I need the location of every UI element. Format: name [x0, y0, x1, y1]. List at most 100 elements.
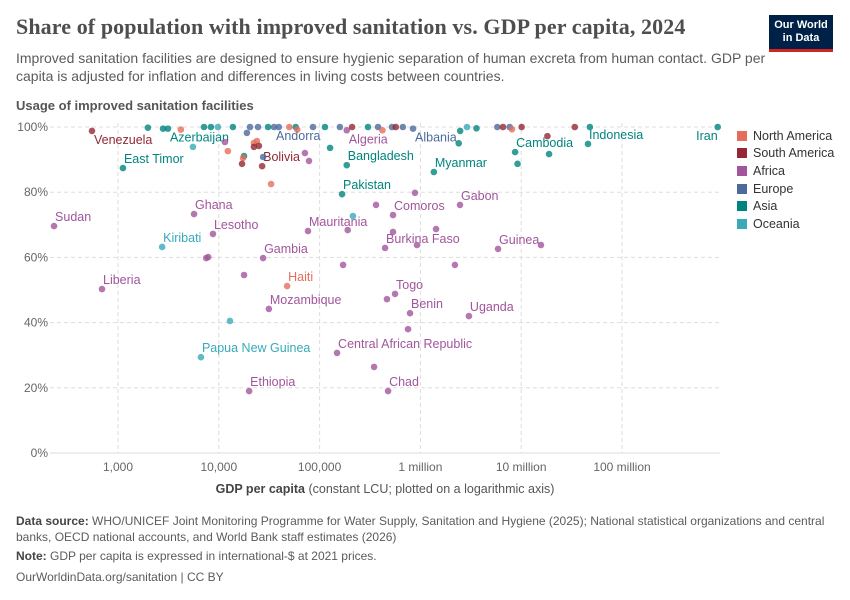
legend-item[interactable]: Asia [737, 197, 834, 215]
data-point [264, 123, 272, 131]
data-point [383, 295, 391, 303]
data-point [451, 261, 459, 269]
data-point [499, 123, 507, 131]
data-point [238, 160, 246, 168]
data-point [465, 312, 473, 320]
data-point [494, 123, 501, 131]
source-url[interactable]: OurWorldinData.org/sanitation | CC BY [16, 570, 224, 584]
data-point [326, 144, 334, 152]
data-point [514, 160, 521, 168]
data-point [511, 148, 519, 156]
legend-swatch [737, 218, 747, 229]
point-label: Gabon [461, 189, 499, 203]
point-label: Iran [696, 129, 718, 143]
data-point [255, 142, 263, 150]
data-point [189, 143, 197, 151]
data-point [98, 285, 106, 293]
data-point [258, 162, 266, 170]
data-point [518, 123, 525, 131]
data-point [584, 140, 592, 148]
legend-item[interactable]: North America [737, 127, 834, 145]
data-point [245, 387, 253, 395]
point-label: Mozambique [270, 293, 342, 307]
chart-subtitle: Improved sanitation facilities are desig… [16, 50, 766, 84]
data-point [338, 190, 346, 198]
data-point [456, 127, 464, 135]
data-point [267, 180, 275, 188]
point-label: Togo [396, 278, 423, 292]
data-point [259, 254, 267, 262]
x-axis-label: GDP per capita (constant LCU; plotted on… [0, 482, 770, 496]
data-point [177, 126, 185, 133]
data-point [391, 290, 399, 298]
data-point [301, 149, 309, 157]
data-point [336, 123, 344, 131]
data-point [259, 153, 267, 161]
legend-label: Africa [753, 163, 785, 178]
x-axis-label-detail: (constant LCU; plotted on a logarithmic … [304, 482, 555, 496]
legend-item[interactable]: South America [737, 145, 834, 163]
data-point [344, 226, 351, 234]
data-point [158, 243, 166, 251]
y-tick-label: 80% [24, 185, 48, 199]
data-point [224, 147, 232, 155]
data-point [364, 123, 372, 131]
legend-item[interactable]: Africa [737, 162, 834, 180]
legend-item[interactable]: Oceania [737, 215, 834, 233]
point-label: Ethiopia [250, 375, 295, 389]
point-label: Indonesia [589, 128, 643, 142]
legend-swatch [737, 201, 747, 212]
note-text: GDP per capita is expressed in internati… [50, 549, 377, 563]
point-label: Bolivia [263, 150, 300, 164]
legend-label: Europe [753, 181, 794, 196]
data-point [164, 125, 172, 132]
point-label: Lesotho [214, 218, 259, 232]
data-point [190, 210, 198, 218]
data-point [226, 317, 234, 325]
data-point [250, 143, 258, 151]
data-point [240, 271, 248, 279]
note-label: Note: [16, 549, 47, 563]
point-label: Myanmar [435, 156, 487, 170]
point-label: Comoros [394, 199, 445, 213]
x-tick-label: 100,000 [298, 460, 342, 474]
point-label: Papua New Guinea [202, 341, 310, 355]
data-point [370, 363, 378, 371]
y-axis-label: Usage of improved sanitation facilities [16, 98, 254, 113]
x-tick-label: 1,000 [103, 460, 133, 474]
data-point [381, 244, 389, 252]
point-label: Algeria [349, 132, 388, 146]
point-label: East Timor [124, 152, 184, 166]
legend-label: Oceania [753, 216, 800, 231]
owid-logo[interactable]: Our World in Data [769, 15, 833, 52]
point-label: Gambia [264, 242, 308, 256]
data-point [463, 123, 471, 131]
data-point [144, 124, 152, 131]
data-point [455, 140, 463, 147]
point-label: Cambodia [516, 136, 573, 150]
data-point [88, 127, 96, 135]
data-point [389, 211, 397, 219]
data-point [339, 261, 347, 269]
point-label: Burkina Faso [386, 232, 460, 246]
data-source-label: Data source: [16, 514, 89, 528]
data-point [293, 126, 301, 133]
data-point [473, 125, 480, 132]
point-label: Haiti [288, 270, 313, 284]
legend-item[interactable]: Europe [737, 180, 834, 198]
data-point [321, 123, 329, 131]
legend: North America South America Africa Europe As… [737, 127, 834, 233]
data-point [239, 154, 247, 162]
data-point [348, 123, 356, 131]
point-label: Uganda [470, 300, 514, 314]
x-tick-label: 10 million [496, 460, 547, 474]
legend-label: Asia [753, 199, 778, 214]
data-point [537, 241, 545, 249]
data-point [246, 123, 254, 131]
data-point [343, 126, 351, 134]
data-point [571, 123, 579, 131]
x-tick-label: 100 million [593, 460, 650, 474]
point-label: Pakistan [343, 178, 391, 192]
point-label: Andorra [276, 129, 321, 143]
